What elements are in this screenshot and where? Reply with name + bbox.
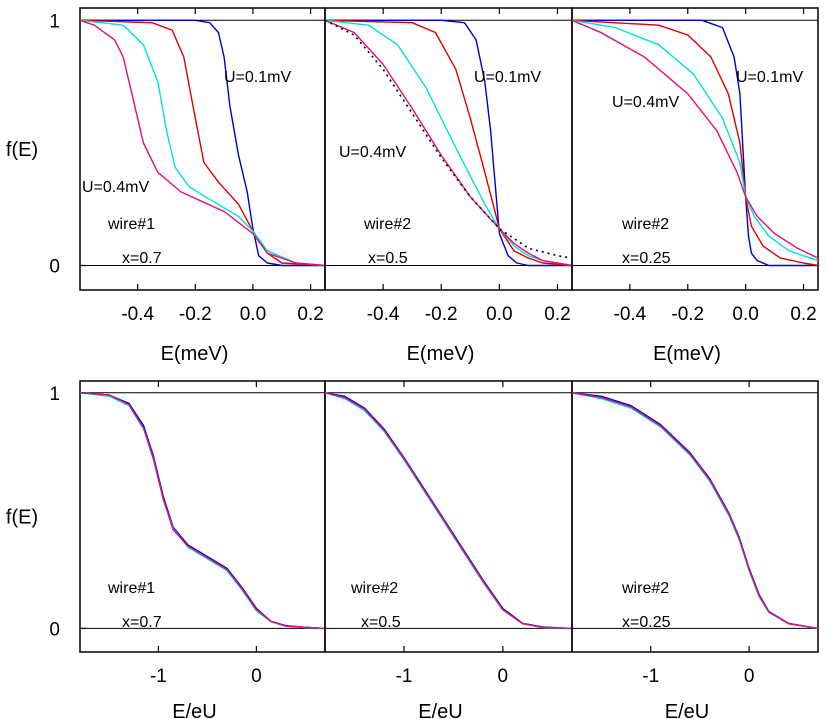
x-tick-label: 0 — [498, 666, 509, 687]
series-line — [325, 19, 572, 267]
annotation-label: U=0.1mV — [474, 69, 541, 86]
series-line — [324, 19, 573, 267]
annotation-label: x=0.25 — [622, 614, 671, 631]
y-axis-label: f(E) — [6, 139, 38, 161]
x-tick-label: 0.0 — [486, 304, 512, 325]
series-line — [572, 19, 818, 267]
series-line — [324, 19, 573, 259]
annotation-label: wire#1 — [107, 216, 155, 233]
x-tick-label: -1 — [642, 666, 659, 687]
annotation-label: wire#2 — [621, 216, 669, 233]
series-line — [324, 392, 573, 630]
series-line — [79, 19, 326, 267]
annotation-label: U=0.4mV — [82, 179, 149, 196]
series-line — [324, 19, 573, 267]
x-axis-label: E/eU — [665, 701, 709, 719]
series-line — [80, 19, 325, 267]
series-line — [79, 392, 326, 630]
x-axis-label: E(meV) — [407, 343, 475, 365]
y-tick-label: 1 — [49, 11, 60, 32]
series-line — [571, 19, 819, 259]
series-line — [571, 19, 819, 262]
x-axis-label: E(meV) — [161, 343, 229, 365]
series-line — [571, 392, 819, 630]
series-line — [571, 392, 819, 630]
annotation-label: U=0.1mV — [224, 69, 291, 86]
series-line — [79, 19, 326, 267]
x-tick-label: -0.2 — [179, 304, 212, 325]
annotation-label: wire#2 — [621, 580, 669, 597]
annotation-label: U=0.4mV — [339, 144, 406, 161]
y-tick-label: 0 — [49, 256, 60, 277]
annotation-label: wire#2 — [350, 580, 398, 597]
plot-frame — [571, 380, 819, 653]
y-tick-label: 1 — [49, 384, 60, 405]
x-tick-label: -0.2 — [671, 304, 704, 325]
y-tick-label: 0 — [49, 619, 60, 640]
series-line — [571, 392, 819, 630]
x-tick-label: -0.4 — [121, 304, 154, 325]
series-line — [79, 19, 326, 267]
annotation-label: x=0.7 — [122, 614, 162, 631]
x-tick-label: -0.2 — [425, 304, 458, 325]
annotation-label: U=0.4mV — [612, 94, 679, 111]
series-line — [324, 19, 573, 267]
plot-frame — [79, 380, 326, 653]
plot-frame — [79, 7, 326, 291]
annotation-label: x=0.7 — [122, 250, 162, 267]
annotation-label: wire#1 — [107, 580, 155, 597]
x-tick-label: 0 — [251, 666, 262, 687]
x-axis-label: E/eU — [418, 701, 462, 719]
x-tick-label: 0 — [744, 666, 755, 687]
x-tick-label: 0.0 — [732, 304, 758, 325]
annotation-label: wire#2 — [363, 216, 411, 233]
x-tick-label: -1 — [396, 666, 413, 687]
annotation-label: x=0.5 — [368, 250, 408, 267]
x-axis-label: E(meV) — [653, 343, 721, 365]
x-axis-label: E/eU — [172, 701, 216, 719]
x-tick-label: 0.2 — [297, 304, 323, 325]
annotation-label: x=0.25 — [622, 250, 671, 267]
x-tick-label: -0.4 — [367, 304, 400, 325]
y-axis-label: f(E) — [6, 507, 38, 529]
x-tick-label: 0.2 — [544, 304, 570, 325]
annotation-label: x=0.5 — [361, 614, 401, 631]
x-tick-label: 0.0 — [240, 304, 266, 325]
x-tick-label: -0.4 — [614, 304, 647, 325]
annotation-label: U=0.1mV — [736, 69, 803, 86]
series-line — [571, 392, 819, 630]
plot-frame — [571, 7, 819, 291]
x-tick-label: 0.2 — [790, 304, 816, 325]
plot-frame — [324, 380, 573, 653]
series-line — [571, 19, 819, 267]
x-tick-label: -1 — [150, 666, 167, 687]
